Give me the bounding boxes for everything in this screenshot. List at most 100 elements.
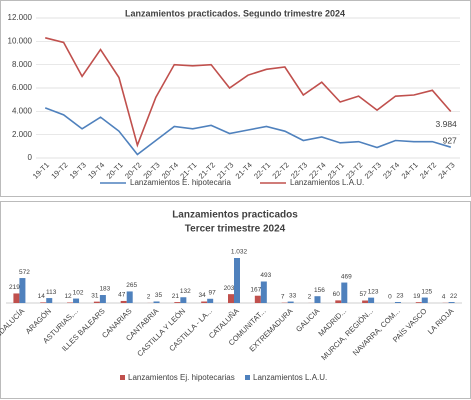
y-tick-label: 6.000 xyxy=(12,83,33,92)
bar xyxy=(46,298,53,303)
data-label: 21 xyxy=(172,293,180,300)
data-label: 927 xyxy=(443,135,457,145)
bar xyxy=(201,301,208,303)
data-label: 219 xyxy=(9,284,20,291)
y-tick-label: 12.000 xyxy=(8,13,33,22)
bar xyxy=(67,302,74,303)
data-label: 35 xyxy=(155,292,163,299)
bar xyxy=(19,278,26,303)
x-tick-label: 20-T1 xyxy=(105,160,125,180)
data-label: 167 xyxy=(250,286,261,293)
bar xyxy=(448,302,455,303)
bar xyxy=(153,301,160,303)
data-label: 2 xyxy=(308,294,312,301)
data-label: 102 xyxy=(73,289,84,296)
legend-label: Lanzamientos E. hipotecaria xyxy=(130,178,232,187)
bar xyxy=(287,301,294,303)
bar xyxy=(415,302,422,303)
bar xyxy=(93,301,100,303)
bar xyxy=(368,297,375,303)
data-label: 2 xyxy=(147,294,151,301)
x-tick-label: 23-T4 xyxy=(381,160,401,180)
data-label: 47 xyxy=(118,292,126,299)
x-tick-label: 19-T1 xyxy=(31,160,51,180)
data-label: 132 xyxy=(180,288,191,295)
x-tick-label: 22-T2 xyxy=(270,160,290,180)
data-label: 3.984 xyxy=(436,119,458,129)
data-label: 572 xyxy=(19,269,30,276)
chart-title: Lanzamientos practicados xyxy=(172,210,298,221)
bar xyxy=(207,298,214,303)
bar xyxy=(174,302,181,303)
bar xyxy=(228,294,234,303)
data-label: 12 xyxy=(64,293,72,300)
data-label: 125 xyxy=(421,288,432,295)
data-label: 1.032 xyxy=(231,249,248,256)
data-label: 203 xyxy=(224,285,235,292)
data-label: 469 xyxy=(341,273,352,280)
y-tick-label: 10.000 xyxy=(8,36,33,45)
x-tick-label: 19-T4 xyxy=(86,160,106,180)
x-tick-label: 21-T4 xyxy=(234,160,254,180)
x-tick-label: 23-T3 xyxy=(363,160,383,180)
data-label: 34 xyxy=(199,292,207,299)
legend-swatch xyxy=(245,375,250,380)
x-tick-label: 19-T2 xyxy=(49,160,69,180)
data-label: 265 xyxy=(126,282,137,289)
x-tick-label: 24-T2 xyxy=(418,160,438,180)
data-label: 493 xyxy=(260,272,271,279)
data-label: 113 xyxy=(46,289,57,296)
data-label: 97 xyxy=(209,289,217,296)
data-label: 22 xyxy=(450,293,458,300)
bar xyxy=(362,300,369,303)
chart-title: Lanzamientos practicados. Segundo trimes… xyxy=(125,8,345,18)
y-tick-label: 2.000 xyxy=(12,130,33,139)
bar xyxy=(73,298,80,303)
legend-label: Lanzamientos L.A.U. xyxy=(290,178,364,187)
data-label: 23 xyxy=(396,293,404,300)
line-series xyxy=(44,107,452,156)
legend-swatch xyxy=(120,375,125,380)
legend-label: Lanzamientos L.A.U. xyxy=(253,373,327,382)
bar xyxy=(234,258,240,303)
bar xyxy=(180,297,187,303)
data-label: 19 xyxy=(413,293,421,300)
bar xyxy=(335,300,342,303)
bar xyxy=(260,281,267,303)
x-tick-label: ANDALUCÍA xyxy=(0,306,26,343)
y-tick-label: 0 xyxy=(28,153,33,162)
bar xyxy=(99,295,106,303)
data-label: 156 xyxy=(314,287,325,294)
bar xyxy=(126,291,133,303)
data-label: 60 xyxy=(333,291,341,298)
bar xyxy=(394,301,401,303)
x-tick-label: 24-T3 xyxy=(436,160,456,180)
x-tick-label: 19-T3 xyxy=(68,160,88,180)
x-tick-label: 22-T1 xyxy=(252,160,272,180)
bar xyxy=(314,296,321,303)
bar xyxy=(120,300,127,303)
data-label: 4 xyxy=(442,294,446,301)
y-tick-label: 8.000 xyxy=(12,60,33,69)
bar xyxy=(254,295,261,303)
bar xyxy=(40,302,47,303)
data-label: 0 xyxy=(388,294,392,301)
bar xyxy=(421,297,428,303)
data-label: 33 xyxy=(289,292,297,299)
legend-label: Lanzamientos Ej. hipotecarias xyxy=(128,373,235,382)
chart-subtitle: Tercer trimestre 2024 xyxy=(185,224,286,235)
data-label: 57 xyxy=(360,291,368,298)
data-label: 7 xyxy=(281,293,285,300)
data-label: 14 xyxy=(38,293,46,300)
x-tick-label: 24-T1 xyxy=(400,160,420,180)
bar xyxy=(13,293,20,303)
line-series xyxy=(45,37,452,148)
data-label: 123 xyxy=(368,288,379,295)
bar xyxy=(341,282,348,303)
x-tick-label: NAVARRA, COM... xyxy=(351,306,402,357)
x-tick-label: LA RIOJA xyxy=(426,306,456,336)
x-tick-label: CASTILLA Y LEÓN xyxy=(135,306,187,358)
data-label: 183 xyxy=(99,286,110,293)
